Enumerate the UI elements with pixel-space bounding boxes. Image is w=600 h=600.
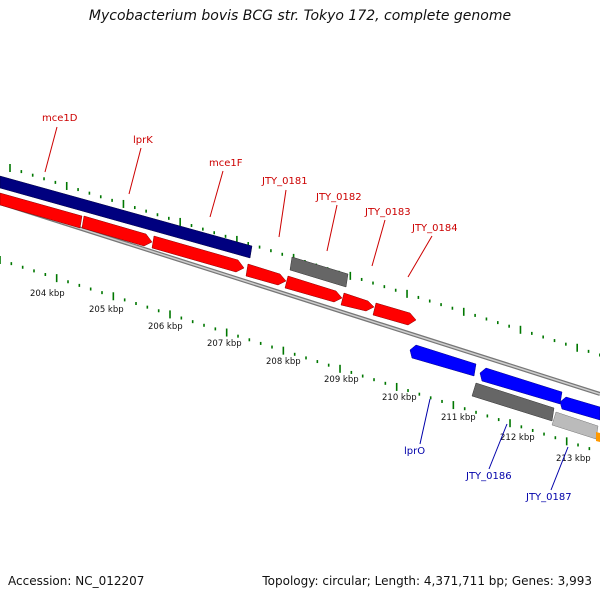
gene-label[interactable]: JTY_0183 <box>364 207 411 218</box>
gene-arrow-hypothetical[interactable] <box>289 256 349 288</box>
lower-tick-track <box>0 256 591 451</box>
kbp-tick-label: 213 kbp <box>556 454 591 464</box>
gene-label[interactable]: mce1D <box>42 113 78 124</box>
gene-arrow-other[interactable] <box>596 432 600 442</box>
gene-arrow[interactable] <box>284 275 343 303</box>
leader-line <box>44 126 58 173</box>
leader-line <box>371 219 386 267</box>
gene-arrow[interactable] <box>151 235 245 273</box>
leader-line <box>419 398 431 445</box>
leader-line <box>488 423 508 470</box>
kbp-tick-label: 212 kbp <box>500 433 535 443</box>
upper-gene-labels: mce1D lprK mce1F JTY_0181 JTY_0182JTY_0183JT… <box>42 113 458 278</box>
gene-arrow[interactable] <box>0 192 83 229</box>
reverse-genes <box>409 344 600 421</box>
gene-arrow[interactable] <box>81 215 153 247</box>
gene-label[interactable]: JTY_0182 <box>315 192 362 203</box>
gene-arrow[interactable] <box>372 302 417 326</box>
kbp-tick-label: 209 kbp <box>324 375 359 385</box>
kbp-tick-label: 207 kbp <box>207 339 242 349</box>
gene-arrow[interactable] <box>409 344 477 377</box>
leader-line <box>550 446 569 491</box>
gene-arrow-hypothetical[interactable] <box>471 382 555 422</box>
operon-bar[interactable] <box>0 175 253 259</box>
kbp-tick-label: 206 kbp <box>148 322 183 332</box>
topology-summary: Topology: circular; Length: 4,371,711 bp… <box>262 574 592 588</box>
gene-label[interactable]: lprO <box>404 446 425 457</box>
leader-line <box>407 235 433 278</box>
gene-label[interactable]: JTY_0186 <box>465 471 512 482</box>
gene-arrow[interactable] <box>559 396 600 421</box>
kbp-tick-label: 205 kbp <box>89 305 124 315</box>
backbone <box>0 201 600 396</box>
forward-genes <box>0 192 417 326</box>
leader-line <box>209 170 224 218</box>
gene-label[interactable]: JTY_0181 <box>261 176 308 187</box>
kbp-tick-label: 204 kbp <box>30 289 65 299</box>
gene-label[interactable]: JTY_0187 <box>525 492 572 503</box>
accession-text: Accession: NC_012207 <box>8 574 145 588</box>
map-title: Mycobacterium bovis BCG str. Tokyo 172, … <box>88 8 512 24</box>
leader-line <box>278 189 287 238</box>
kbp-labels: 204 kbp 205 kbp 206 kbp 207 kbp 208 kbp 209 k… <box>30 289 591 464</box>
gene-arrow[interactable] <box>340 292 375 312</box>
leader-line <box>326 204 338 252</box>
upper-tick-track <box>9 164 600 357</box>
kbp-tick-label: 208 kbp <box>266 357 301 367</box>
gene-arrow[interactable] <box>245 263 287 286</box>
gene-label[interactable]: mce1F <box>209 158 243 169</box>
lower-gene-labels: lprO JTY_0186 JTY_0187 <box>404 398 572 503</box>
kbp-tick-label: 211 kbp <box>441 413 476 423</box>
kbp-tick-label: 210 kbp <box>382 393 417 403</box>
gene-arrow[interactable] <box>479 367 563 405</box>
gene-label[interactable]: JTY_0184 <box>411 223 458 234</box>
leader-line <box>128 147 142 195</box>
gene-label[interactable]: lprK <box>133 135 153 146</box>
